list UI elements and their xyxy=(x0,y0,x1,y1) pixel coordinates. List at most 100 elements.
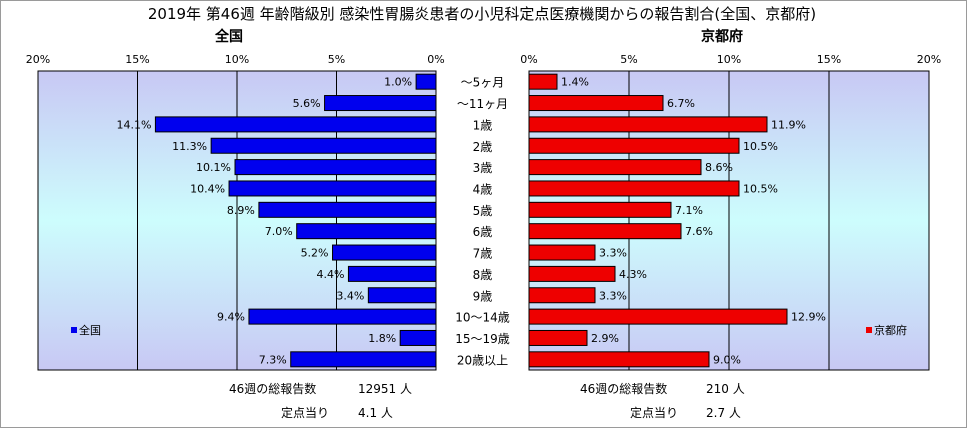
category-label: 4歳 xyxy=(473,182,493,196)
kyoto-per-value: 2.7 人 xyxy=(706,406,741,420)
left-x-tick-label: 20% xyxy=(26,53,50,66)
data-label-kyoto: 1.4% xyxy=(561,76,589,89)
right-x-tick-label: 0% xyxy=(520,53,537,66)
right-x-tick-label: 10% xyxy=(717,53,741,66)
left-panel-header: 全国 xyxy=(214,28,243,45)
category-label: 7歳 xyxy=(473,247,493,261)
right-x-tick-label: 20% xyxy=(917,53,941,66)
bar-national xyxy=(332,244,437,261)
data-label-national: 3.4% xyxy=(336,289,364,302)
left-x-tick-label: 15% xyxy=(125,53,149,66)
data-label-national: 7.0% xyxy=(265,225,293,238)
data-label-kyoto: 3.3% xyxy=(599,247,627,260)
kyoto-per-label: 定点当り xyxy=(630,405,678,420)
data-label-national: 11.3% xyxy=(172,140,207,153)
national-total-label: 46週の総報告数 xyxy=(229,381,316,396)
category-labels: ～5ヶ月 ～11ヶ月 1歳 2歳 3歳 4歳 5歳 6歳 7歳 8歳 9歳 10～14歳 15～19歳 2… xyxy=(455,76,510,368)
data-label-national: 10.4% xyxy=(190,182,225,195)
category-label: 9歳 xyxy=(473,289,493,303)
legend-label-kyoto: 京都府 xyxy=(874,323,907,337)
category-label: 3歳 xyxy=(473,161,493,175)
data-label-kyoto: 4.3% xyxy=(619,268,647,281)
legend-right: 京都府 xyxy=(866,323,907,337)
category-label: ～5ヶ月 xyxy=(461,76,505,90)
data-label-national: 14.1% xyxy=(116,118,151,131)
kyoto-total-value: 210 人 xyxy=(706,382,745,396)
data-label-national: 5.6% xyxy=(293,97,321,110)
left-x-tick-label: 10% xyxy=(225,53,249,66)
data-label-national: 8.9% xyxy=(227,204,255,217)
bar-national xyxy=(324,95,437,112)
left-x-tick-label: 0% xyxy=(427,53,444,66)
category-label: ～11ヶ月 xyxy=(457,97,508,111)
data-label-national: 9.4% xyxy=(217,311,245,324)
chart-title: 2019年 第46週 年齢階級別 感染性胃腸炎患者の小児科定点医療機関からの報告… xyxy=(148,5,816,23)
right-x-tick-label: 5% xyxy=(620,53,637,66)
bar-kyoto xyxy=(528,244,596,261)
data-label-kyoto: 7.6% xyxy=(685,225,713,238)
bar-kyoto xyxy=(528,201,672,218)
data-label-kyoto: 8.6% xyxy=(705,161,733,174)
bar-kyoto xyxy=(528,329,588,346)
data-label-kyoto: 2.9% xyxy=(591,332,619,345)
left-x-tick-label: 5% xyxy=(328,53,345,66)
category-label: 15～19歳 xyxy=(455,332,510,346)
bar-kyoto xyxy=(528,351,710,368)
x-tick-labels: 20% 15% 10% 5% 0% 0% 5% 10% 15% 20% xyxy=(26,53,941,66)
data-label-kyoto: 9.0% xyxy=(713,353,741,366)
category-label: 5歳 xyxy=(473,204,493,218)
data-label-kyoto: 7.1% xyxy=(675,204,703,217)
bar-national xyxy=(290,351,437,368)
bar-national xyxy=(367,287,437,304)
bar-kyoto xyxy=(528,116,768,133)
data-label-kyoto: 3.3% xyxy=(599,289,627,302)
category-label: 8歳 xyxy=(473,268,493,282)
bars: 1.0% 1.4% 5.6% 6.7% 14.1% 11.9% 11.3% 10.5% 10.1… xyxy=(116,73,826,368)
legend-label-national: 全国 xyxy=(79,323,101,337)
bar-national xyxy=(154,116,437,133)
category-label: 10～14歳 xyxy=(455,311,510,325)
category-label: 1歳 xyxy=(473,118,493,132)
data-label-national: 10.1% xyxy=(196,161,231,174)
national-per-value: 4.1 人 xyxy=(358,406,393,420)
bar-national xyxy=(415,73,437,90)
data-label-kyoto: 12.9% xyxy=(791,311,826,324)
kyoto-summary: 46週の総報告数 210 人 定点当り 2.7 人 xyxy=(580,381,745,420)
data-label-national: 7.3% xyxy=(259,353,287,366)
data-label-national: 1.0% xyxy=(384,76,412,89)
data-label-national: 4.4% xyxy=(316,268,344,281)
bar-kyoto xyxy=(528,137,740,154)
category-label: 20歳以上 xyxy=(457,353,508,367)
bar-kyoto xyxy=(528,180,740,197)
bar-national xyxy=(234,159,437,176)
legend-swatch-kyoto xyxy=(866,327,872,333)
national-summary: 46週の総報告数 12951 人 定点当り 4.1 人 xyxy=(229,381,412,420)
bar-kyoto xyxy=(528,159,702,176)
bar-national xyxy=(347,265,437,282)
bar-kyoto xyxy=(528,308,788,325)
bar-national xyxy=(258,201,437,218)
bar-kyoto xyxy=(528,73,558,90)
bar-national xyxy=(228,180,437,197)
national-per-label: 定点当り xyxy=(281,405,329,420)
kyoto-total-label: 46週の総報告数 xyxy=(580,381,667,396)
national-total-value: 12951 人 xyxy=(358,382,412,396)
data-label-kyoto: 11.9% xyxy=(771,118,806,131)
bar-national xyxy=(296,223,437,240)
legend-left: 全国 xyxy=(71,323,101,337)
data-label-kyoto: 10.5% xyxy=(743,182,778,195)
bar-national xyxy=(210,137,437,154)
bar-kyoto xyxy=(528,287,596,304)
category-label: 2歳 xyxy=(473,140,493,154)
right-x-tick-label: 15% xyxy=(817,53,841,66)
data-label-kyoto: 6.7% xyxy=(667,97,695,110)
bar-national xyxy=(248,308,437,325)
bar-kyoto xyxy=(528,223,682,240)
data-label-national: 5.2% xyxy=(301,247,329,260)
category-label: 6歳 xyxy=(473,225,493,239)
bar-kyoto xyxy=(528,265,616,282)
bar-national xyxy=(399,329,437,346)
data-label-kyoto: 10.5% xyxy=(743,140,778,153)
